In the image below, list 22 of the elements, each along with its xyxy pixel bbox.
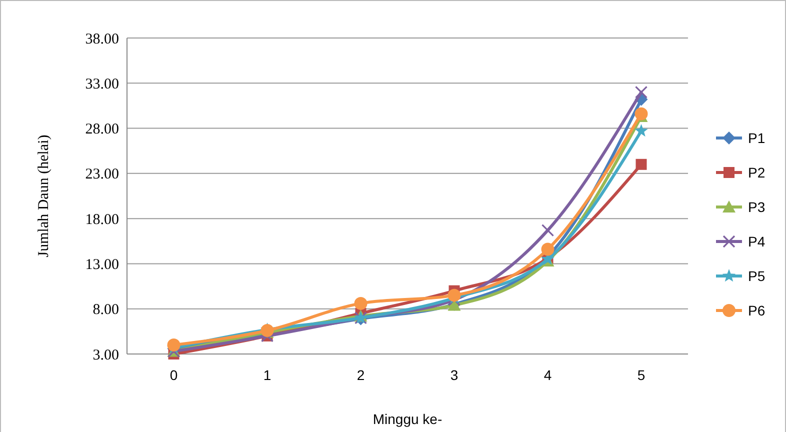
x-axis-title: Minggu ke- bbox=[372, 411, 442, 427]
y-tick-label: 28.00 bbox=[85, 122, 119, 138]
y-tick-label: 23.00 bbox=[85, 166, 119, 183]
x-tick-label: 4 bbox=[544, 367, 552, 383]
y-axis-title: Jumlah Daun (helai) bbox=[36, 134, 52, 258]
x-tick-label: 2 bbox=[356, 367, 365, 383]
legend-label: P2 bbox=[748, 164, 766, 180]
legend-label: P6 bbox=[748, 302, 766, 318]
legend-label: P4 bbox=[748, 233, 766, 250]
y-tick-label: 33.00 bbox=[85, 76, 119, 92]
legend-label: P3 bbox=[748, 198, 766, 215]
y-tick-label: 8.00 bbox=[92, 302, 119, 318]
x-tick-label: 3 bbox=[450, 367, 458, 383]
legend-label: P1 bbox=[748, 130, 766, 146]
x-tick-label: 0 bbox=[170, 367, 178, 383]
y-tick-label: 38.00 bbox=[85, 31, 119, 48]
legend-label: P5 bbox=[748, 268, 766, 284]
x-tick-label: 5 bbox=[637, 367, 646, 383]
y-tick-label: 3.00 bbox=[92, 347, 119, 364]
x-tick-label: 1 bbox=[263, 367, 272, 383]
y-tick-label: 13.00 bbox=[85, 256, 119, 273]
y-tick-label: 18.00 bbox=[85, 212, 119, 228]
